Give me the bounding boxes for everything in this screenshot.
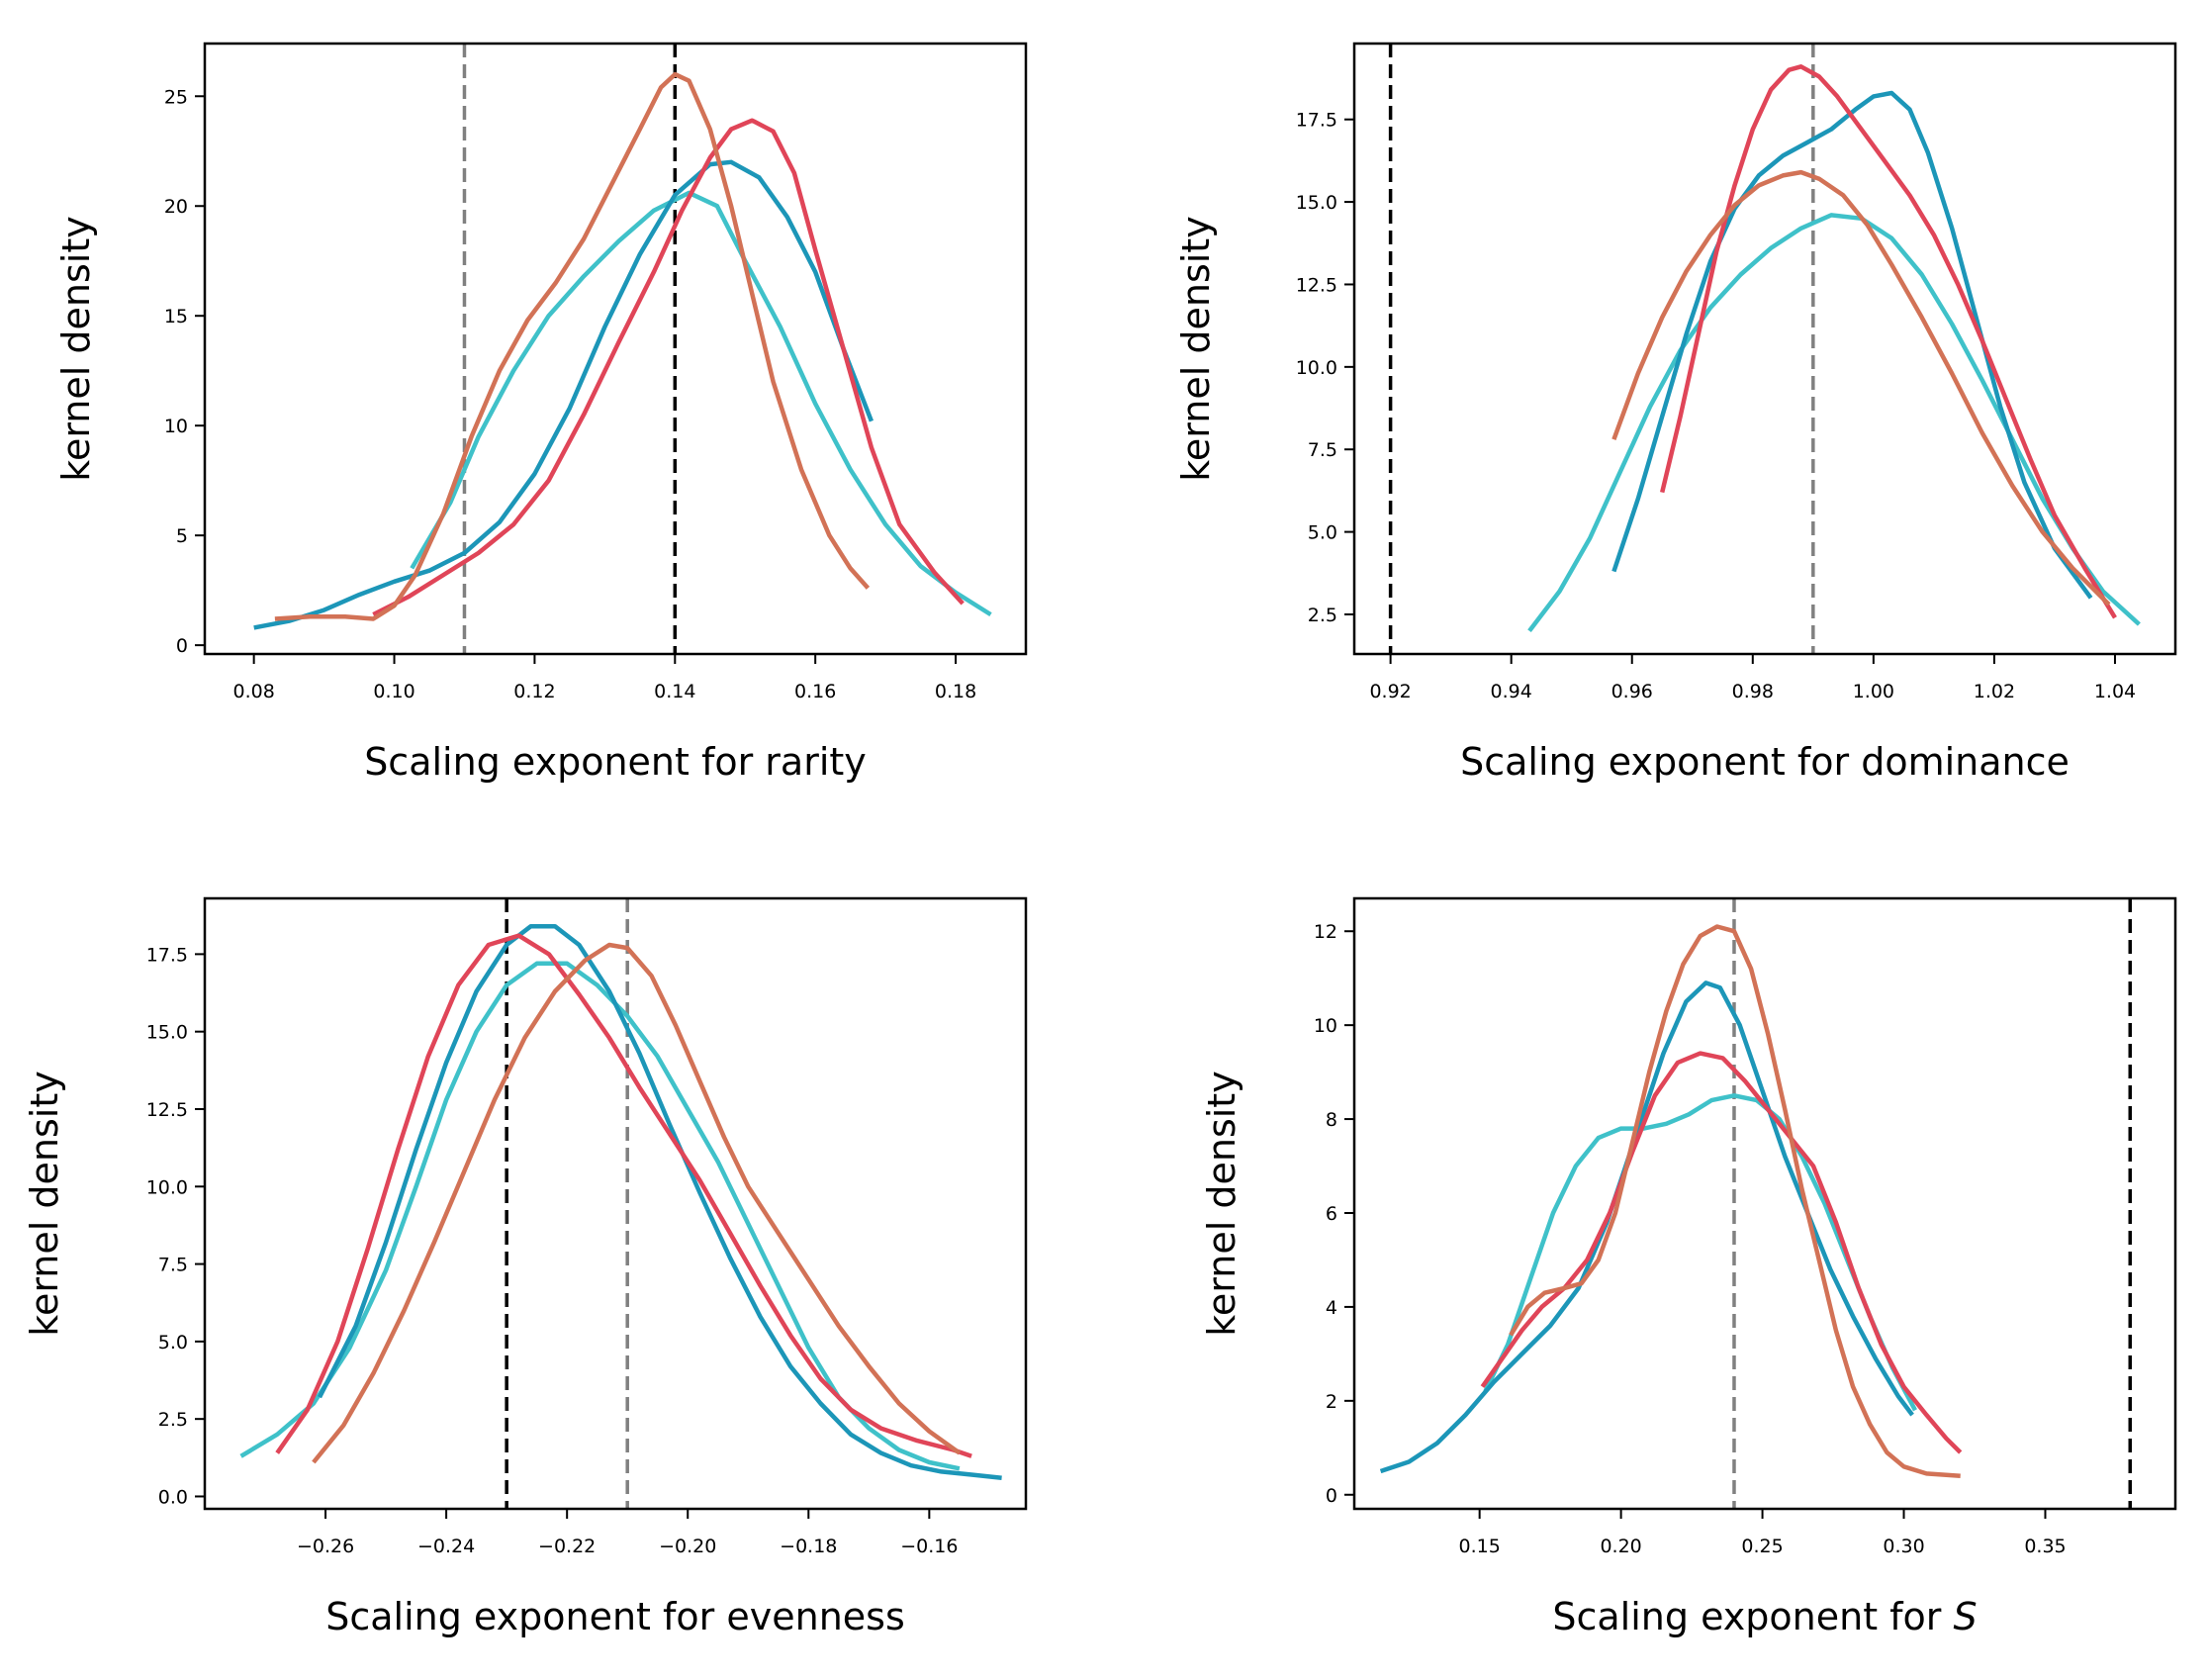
density-curve-orange xyxy=(274,71,871,621)
x-axis-label: Scaling exponent for S xyxy=(1552,1595,1977,1638)
x-axis-label: Scaling exponent for dominance xyxy=(1460,740,2070,784)
plot-frame xyxy=(203,896,1028,1511)
y-tick-label: 7.5 xyxy=(158,1255,188,1276)
x-tick-label: 0.94 xyxy=(1491,681,1532,702)
x-axis-label: Scaling exponent for rarity xyxy=(364,740,867,784)
x-tick-label: 0.10 xyxy=(373,681,414,702)
y-tick-label: 2.5 xyxy=(158,1409,188,1431)
y-tick-label: 4 xyxy=(1326,1297,1337,1319)
x-tick-label: 0.92 xyxy=(1369,681,1411,702)
density-curve-blue xyxy=(317,923,1002,1480)
y-tick-label: 10 xyxy=(1314,1015,1337,1037)
x-axis-label-prefix: Scaling exponent for xyxy=(1552,1595,1953,1638)
plot-frame xyxy=(1352,42,2177,656)
density-curve-red xyxy=(1480,1051,1963,1454)
y-axis-label: kernel density xyxy=(23,1071,66,1336)
x-tick-label: 1.00 xyxy=(1853,681,1894,702)
x-tick-label: 1.04 xyxy=(2094,681,2136,702)
x-tick-label: 0.30 xyxy=(1883,1536,1924,1557)
y-tick-label: 2.5 xyxy=(1308,605,1337,626)
y-axis-label: kernel density xyxy=(54,216,98,481)
density-curve-cyan xyxy=(1527,213,2141,633)
density-curve-orange xyxy=(1509,924,1961,1479)
y-tick-label: 12.5 xyxy=(146,1099,188,1121)
y-axis-label: kernel density xyxy=(1200,1071,1243,1336)
x-tick-label: 0.20 xyxy=(1600,1536,1641,1557)
y-tick-label: 15.0 xyxy=(146,1022,188,1044)
y-tick-label: 7.5 xyxy=(1308,439,1337,461)
x-axis-label: Scaling exponent for evenness xyxy=(325,1595,905,1638)
x-tick-label: 0.25 xyxy=(1741,1536,1783,1557)
y-axis-label: kernel density xyxy=(1174,216,1218,481)
x-tick-label: −0.26 xyxy=(297,1536,354,1557)
y-tick-label: 15 xyxy=(164,306,188,327)
y-tick-label: 17.5 xyxy=(146,944,188,966)
plot-frame xyxy=(1352,896,2177,1511)
density-curve-blue xyxy=(1611,90,2093,600)
y-tick-label: 2 xyxy=(1326,1391,1337,1413)
y-tick-label: 10.0 xyxy=(1296,357,1337,379)
y-tick-label: 5.0 xyxy=(1308,522,1337,544)
density-curve-blue xyxy=(1379,980,1914,1474)
y-tick-label: 8 xyxy=(1326,1109,1337,1131)
y-tick-label: 25 xyxy=(164,86,188,108)
y-tick-label: 6 xyxy=(1326,1203,1337,1225)
subplot-evenness: −0.26 −0.24 −0.22 −0.20 −0.18 −0.16 0.0 2.5 5.0 7… xyxy=(23,896,1028,1638)
density-curve-red xyxy=(372,118,965,617)
x-tick-label: −0.24 xyxy=(417,1536,475,1557)
plot-frame xyxy=(203,42,1028,656)
y-tick-label: 17.5 xyxy=(1296,110,1337,132)
y-tick-label: 0 xyxy=(1326,1485,1337,1507)
x-tick-label: 0.18 xyxy=(935,681,976,702)
x-tick-label: −0.22 xyxy=(538,1536,596,1557)
y-tick-label: 12.5 xyxy=(1296,274,1337,296)
density-curve-blue xyxy=(253,159,874,630)
subplot-S: 0.15 0.20 0.25 0.30 0.35 0 2 4 6 8 10 12 Scaling exp… xyxy=(1200,896,2177,1638)
density-curve-red xyxy=(275,933,972,1458)
x-tick-label: 0.12 xyxy=(513,681,555,702)
y-tick-label: 0 xyxy=(176,635,188,657)
y-tick-label: 12 xyxy=(1314,921,1337,943)
x-tick-label: 0.98 xyxy=(1732,681,1774,702)
density-curve-orange xyxy=(1611,169,2111,607)
y-tick-label: 5 xyxy=(176,525,188,547)
density-curve-cyan xyxy=(410,190,992,617)
y-tick-label: 10 xyxy=(164,416,188,437)
x-tick-label: −0.16 xyxy=(900,1536,958,1557)
subplot-dominance: 0.92 0.94 0.96 0.98 1.00 1.02 1.04 2.5 5.0 7.5 10.… xyxy=(1174,42,2177,784)
x-tick-label: 0.16 xyxy=(794,681,836,702)
x-tick-label: −0.18 xyxy=(780,1536,837,1557)
x-axis-label-variable: S xyxy=(1954,1595,1978,1638)
y-tick-label: 15.0 xyxy=(1296,192,1337,214)
x-tick-label: −0.20 xyxy=(659,1536,716,1557)
density-curve-cyan xyxy=(1483,1093,1917,1412)
x-tick-label: 0.08 xyxy=(233,681,275,702)
y-tick-label: 20 xyxy=(164,196,188,218)
y-tick-label: 0.0 xyxy=(158,1486,188,1508)
density-curve-cyan xyxy=(239,961,961,1471)
y-tick-label: 10.0 xyxy=(146,1176,188,1198)
x-tick-label: 0.96 xyxy=(1611,681,1653,702)
density-curve-orange xyxy=(312,942,962,1464)
x-tick-label: 0.15 xyxy=(1459,1536,1501,1557)
x-tick-label: 0.14 xyxy=(654,681,695,702)
y-tick-label: 5.0 xyxy=(158,1332,188,1353)
subplot-rarity: 0.08 0.10 0.12 0.14 0.16 0.18 0 5 10 15 20 25 Scalin… xyxy=(54,42,1028,784)
x-tick-label: 0.35 xyxy=(2024,1536,2066,1557)
x-tick-label: 1.02 xyxy=(1974,681,2015,702)
